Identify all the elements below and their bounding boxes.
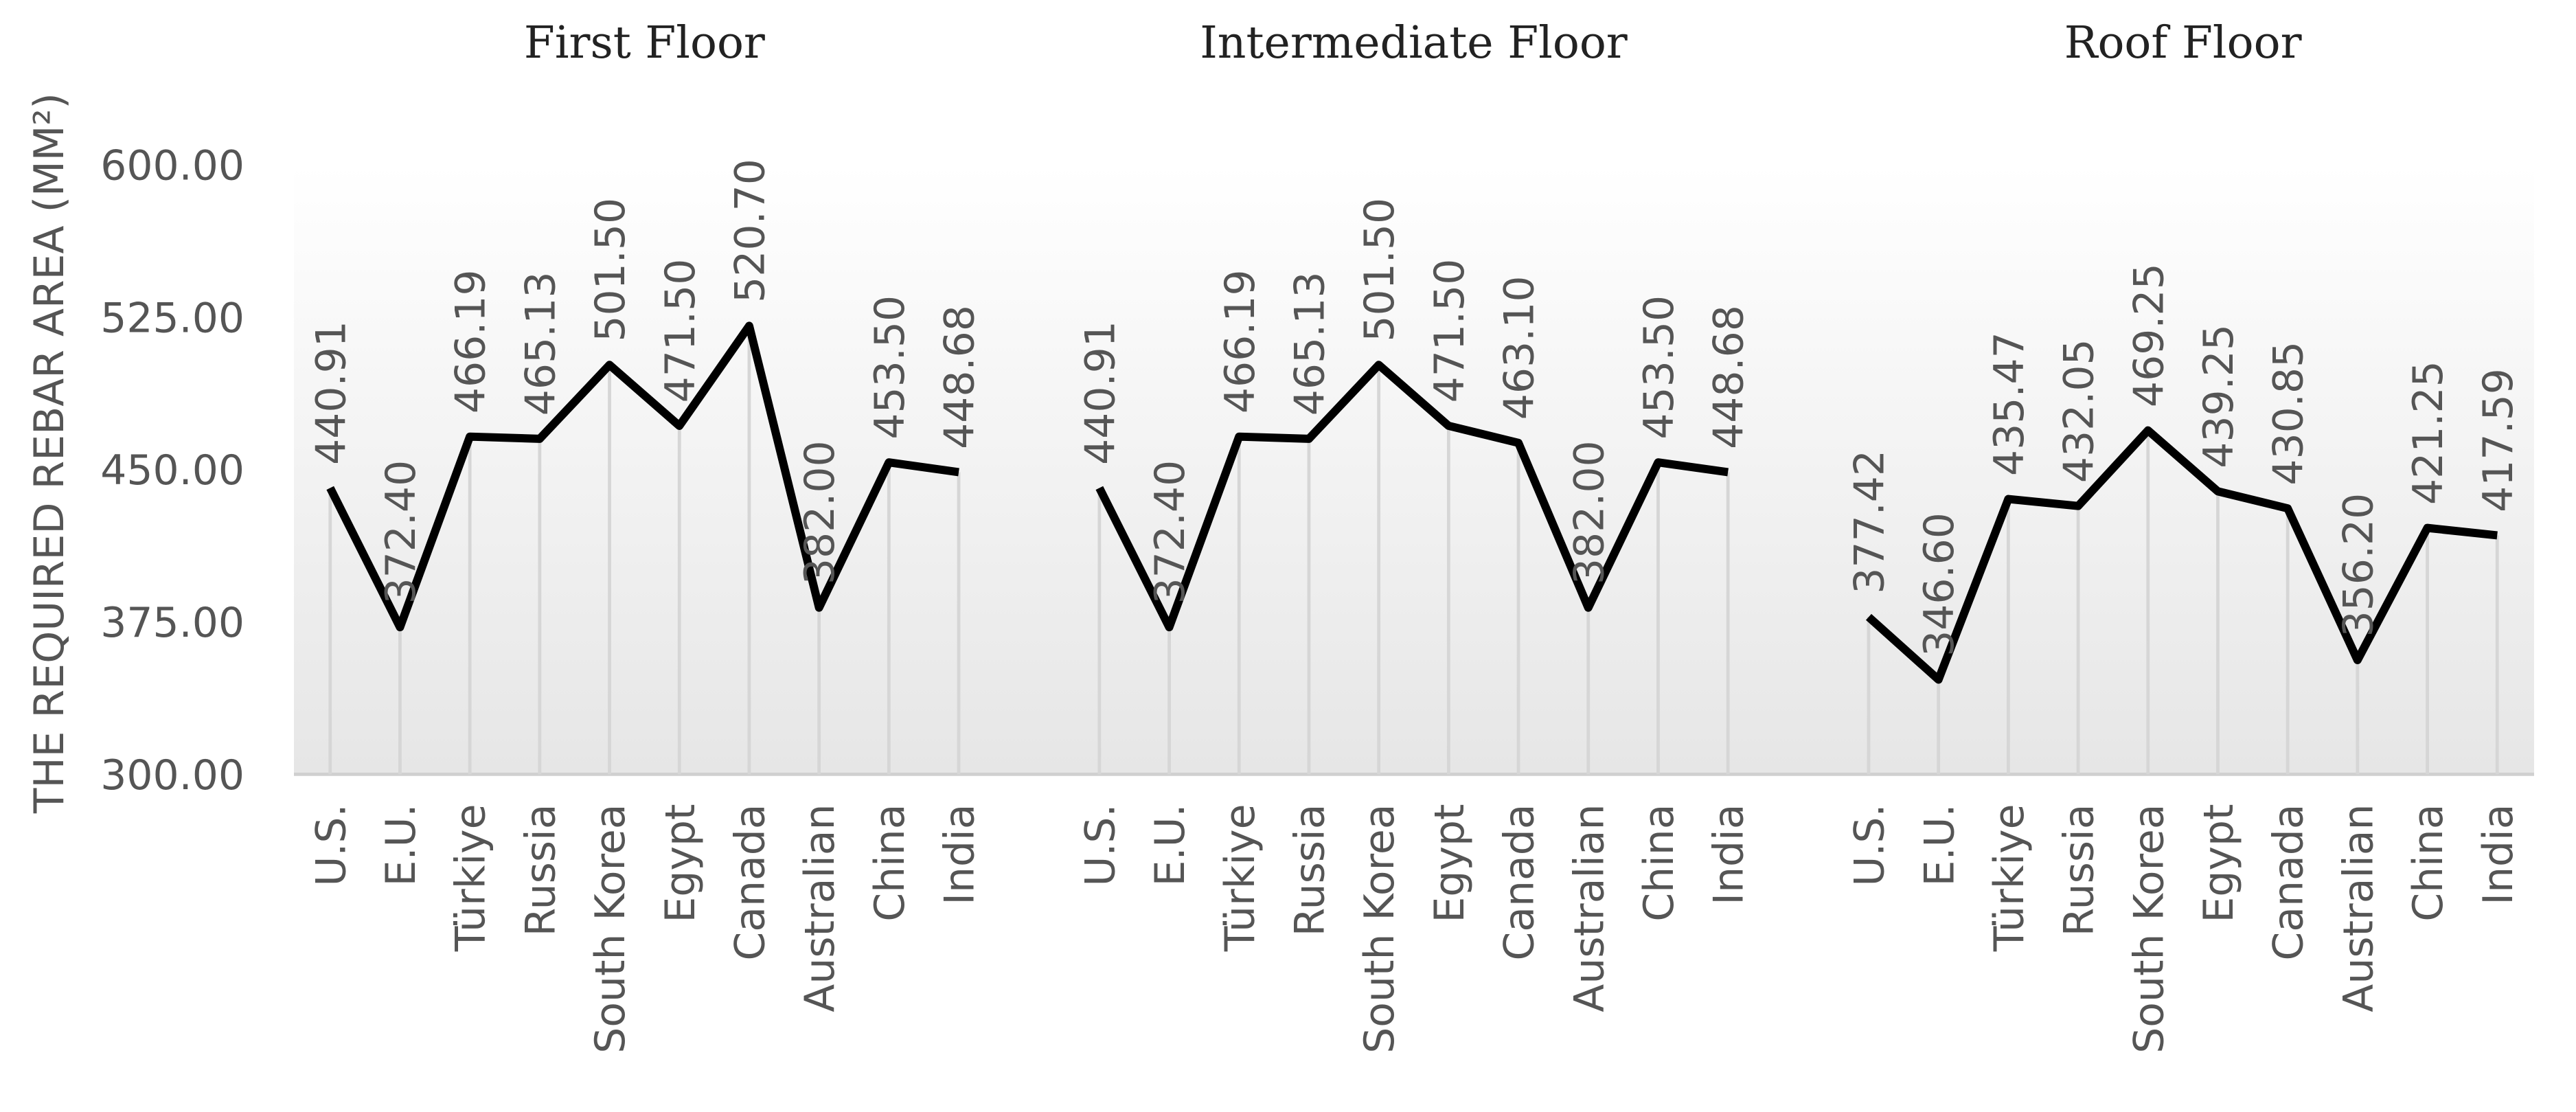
panel-title: First Floor [524,17,765,69]
data-label: 440.91 [1076,321,1124,465]
x-tick-label: South Korea [586,804,635,1053]
data-label: 465.13 [516,271,565,416]
data-label: 471.50 [1426,259,1474,403]
data-label: 501.50 [1356,198,1404,342]
panel-title: Roof Floor [2064,17,2302,69]
y-tick-label: 300.00 [100,751,244,799]
x-tick-label: India [1705,804,1753,905]
data-label: 465.13 [1286,271,1334,416]
plot-background [293,164,2534,775]
data-label: 501.50 [586,198,635,342]
data-label: 346.60 [1915,512,1963,657]
x-tick-label: Australian [1565,804,1613,1012]
data-label: 471.50 [657,259,705,403]
x-tick-label: China [866,804,914,921]
data-label: 453.50 [1635,295,1683,440]
data-label: 520.70 [727,159,775,303]
x-tick-label: India [936,804,984,905]
line [326,321,959,632]
x-tick-label: India [2474,804,2522,905]
data-label: 382.00 [1565,440,1613,585]
data-label: 466.19 [447,269,495,413]
data-label: 432.05 [2055,339,2104,483]
y-axis-label: THE REQUIRED REBAR AREA (MM²) [25,93,73,814]
data-label: 448.68 [936,305,984,449]
data-label: 430.85 [2265,341,2313,486]
x-tick-label: Egypt [1426,804,1474,922]
data-label: 469.25 [2125,263,2173,407]
x-tick-label: Türkiye [1216,804,1264,952]
data-label: 421.25 [2404,361,2452,505]
data-label: 439.25 [2195,324,2243,468]
data-label: 448.68 [1705,305,1753,449]
x-tick-label: Russia [2055,804,2104,936]
x-tick-label: U.S. [307,804,355,886]
data-label: 417.59 [2474,368,2522,512]
line [1865,426,2498,684]
x-tick-label: Egypt [2195,804,2243,922]
data-label: 453.50 [866,295,914,440]
x-tick-label: China [2404,804,2452,921]
x-tick-label: Russia [1286,804,1334,936]
x-tick-label: Russia [516,804,565,936]
line [1095,361,1729,632]
data-label: 466.19 [1216,269,1264,413]
data-label: 463.10 [1496,275,1544,420]
data-label: 372.40 [1146,460,1194,604]
x-tick-label: Egypt [657,804,705,922]
data-label: 440.91 [307,321,355,465]
y-tick-label: 375.00 [100,599,244,647]
x-tick-label: Canada [1496,804,1544,960]
x-tick-label: China [1635,804,1683,921]
x-tick-label: Türkiye [1985,804,2033,952]
y-tick-label: 600.00 [100,141,244,190]
x-tick-label: E.U. [1915,804,1963,886]
x-tick-label: U.S. [1846,804,1894,886]
y-tick-label: 450.00 [100,446,244,495]
x-tick-label: Australian [2334,804,2382,1012]
y-tick-label: 525.00 [100,294,244,342]
data-label: 372.40 [377,460,425,604]
data-label: 356.20 [2334,493,2382,637]
x-tick-label: Türkiye [447,804,495,952]
x-tick-label: South Korea [2125,804,2173,1053]
x-tick-label: Canada [727,804,775,960]
x-tick-label: U.S. [1076,804,1124,886]
data-label: 435.47 [1985,332,2033,476]
x-tick-label: E.U. [377,804,425,886]
x-tick-label: Australian [796,804,844,1012]
x-tick-label: E.U. [1146,804,1194,886]
x-tick-label: South Korea [1356,804,1404,1053]
x-tick-label: Canada [2265,804,2313,960]
data-label: 377.42 [1846,450,1894,594]
panel-title: Intermediate Floor [1200,17,1628,69]
data-label: 382.00 [796,440,844,585]
